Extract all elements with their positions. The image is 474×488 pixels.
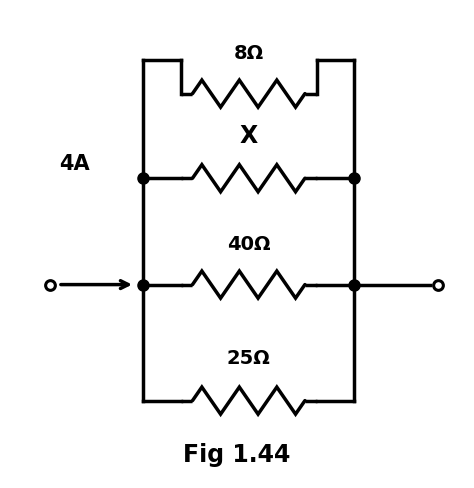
- Text: 4A: 4A: [59, 154, 90, 174]
- Text: X: X: [239, 123, 258, 147]
- Text: 25Ω: 25Ω: [227, 348, 271, 367]
- Text: 8Ω: 8Ω: [234, 44, 264, 63]
- Text: Fig 1.44: Fig 1.44: [183, 442, 291, 466]
- Text: 40Ω: 40Ω: [227, 235, 271, 254]
